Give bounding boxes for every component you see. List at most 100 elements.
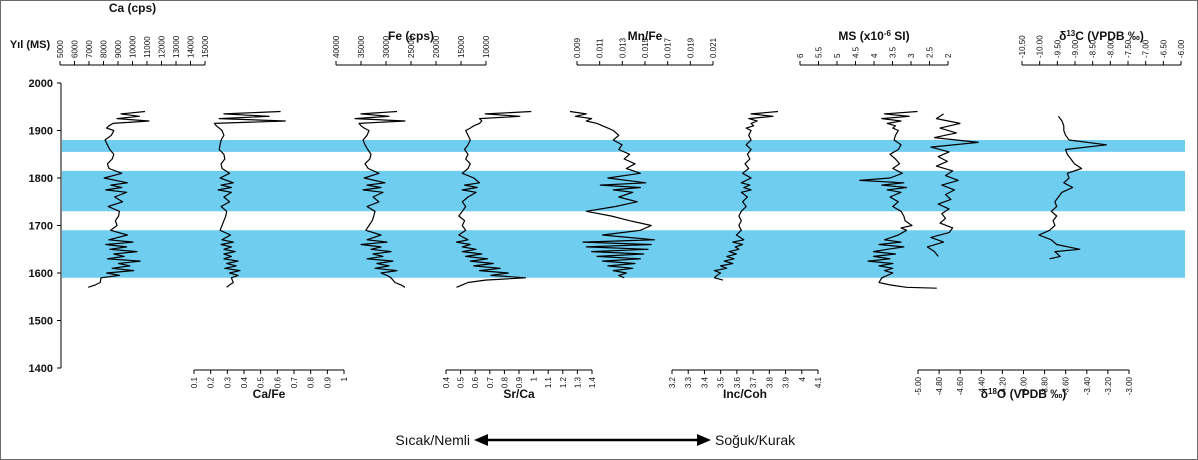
series-tick-label: 15000 (201, 35, 210, 58)
series-tick-label: 3.5 (889, 46, 898, 58)
series-tick-label: -9.00 (1071, 39, 1080, 58)
series-tick-label: 4 (798, 376, 807, 381)
series-tick-label: 35000 (357, 35, 366, 58)
series-tick-label: 6000 (71, 40, 80, 58)
series-tick-label: 3.4 (700, 376, 709, 388)
series-tick-label: 0.7 (290, 376, 299, 388)
series-title: MS (x10-6 SI) (838, 29, 909, 43)
series-tick-label: 13000 (172, 35, 181, 58)
series-tick-label: -9.50 (1053, 39, 1062, 58)
panel-8: -5.00 -4.80 -4.60 -4.40 -4.20 -4.00 -3.80 -3.60… (914, 113, 1134, 401)
series-tick-label: 4.1 (814, 376, 823, 388)
y-axis-label: Yıl (MS) (10, 39, 51, 51)
series-tick-label: 0.009 (573, 37, 582, 58)
series-tick-label: 1.2 (559, 376, 568, 388)
series-tick-label: 5 (833, 53, 842, 58)
series-tick-label: -6.00 (1177, 39, 1186, 58)
series-tick-label: 0.6 (471, 376, 480, 388)
series-tick-label: -4.20 (998, 376, 1007, 395)
series-tick-label: 0.013 (618, 37, 627, 58)
series-tick-label: 0.019 (686, 37, 695, 58)
series-tick-label: 3.2 (668, 376, 677, 388)
panel-9: -10.50 -10.00 -9.50 -9.00 -8.50 -8.00 -7.50 -7.… (1018, 29, 1186, 260)
y-tick-label-2000: 2000 (29, 78, 53, 90)
series-tick-label: 0.017 (664, 37, 673, 58)
series-tick-label: 0.021 (709, 37, 718, 58)
y-tick-label-1800: 1800 (29, 173, 53, 185)
series-tick-label: -4.60 (956, 376, 965, 395)
series-tick-label: -3.20 (1104, 376, 1113, 395)
series-trace (926, 113, 979, 257)
series-trace (213, 110, 286, 288)
y-tick-label-1700: 1700 (29, 221, 53, 233)
series-tick-label: 0.015 (641, 37, 650, 58)
panel-7: 6 5.5 5 4.5 4 3.5 3 2.5 2 MS (x10-6 SI) (796, 29, 953, 289)
y-tick-label-1400: 1400 (29, 363, 53, 375)
series-tick-label: 1.1 (544, 376, 553, 388)
series-trace (713, 110, 779, 281)
panel-6: 3.2 3.3 3.4 3.5 3.6 3.7 3.8 3.9 4 4.1 Inc/Coh (668, 110, 823, 401)
series-tick-label: 7000 (85, 40, 94, 58)
y-tick-label-1600: 1600 (29, 268, 53, 280)
series-tick-label: 3.7 (749, 376, 758, 388)
series-tick-label: -7.00 (1142, 39, 1151, 58)
series-tick-label: 1 (340, 376, 349, 381)
series-trace (455, 110, 532, 288)
series-tick-label: 25000 (407, 35, 416, 58)
arrow-right-head (697, 434, 711, 446)
series-tick-label: -3.60 (1062, 376, 1071, 395)
series-tick-label: -10.50 (1018, 35, 1027, 58)
series-tick-label: 4 (870, 53, 879, 58)
series-trace (1038, 115, 1108, 260)
series-trace (354, 110, 406, 288)
series-tick-label: 14000 (187, 35, 196, 58)
y-tick-label-1900: 1900 (29, 126, 53, 138)
series-tick-label: 0.5 (257, 376, 266, 388)
series-trace (569, 110, 656, 279)
series-title: Inc/Coh (723, 387, 767, 401)
series-tick-label: 8000 (100, 40, 109, 58)
series-title: Ca/Fe (253, 387, 286, 401)
series-tick-label: 0.8 (307, 376, 316, 388)
panel-2: 0.1 0.2 0.3 0.4 0.5 0.6 0.7 0.8 0.9 1 Ca/Fe (190, 110, 349, 401)
series-title: δ13C (VPDB ‰) (1059, 29, 1144, 43)
series-tick-label: 5000 (56, 40, 65, 58)
direction-label-left: Sıcak/Nemli (395, 432, 470, 448)
series-tick-label: 3.3 (684, 376, 693, 388)
panel-5: 0.009 0.011 0.013 0.015 0.017 0.019 0.021 Mn/Fe (569, 29, 718, 279)
series-tick-label: 6 (796, 53, 805, 58)
series-tick-label: -7.50 (1124, 39, 1133, 58)
series-tick-label: 2 (944, 53, 953, 58)
series-tick-label: -3.80 (1041, 376, 1050, 395)
series-tick-label: 1.4 (588, 376, 597, 388)
series-tick-label: 10000 (482, 35, 491, 58)
series-tick-label: 0.4 (240, 376, 249, 388)
y-tick-label-1500: 1500 (29, 316, 53, 328)
series-tick-label: 20000 (432, 35, 441, 58)
series-tick-label: 15000 (457, 35, 466, 58)
series-tick-label: 4.5 (852, 46, 861, 58)
series-tick-label: 0.3 (223, 376, 232, 388)
shaded-band-1 (62, 140, 1185, 152)
direction-indicator: Sıcak/Nemli Soğuk/Kurak (395, 432, 796, 448)
series-tick-label: 0.1 (190, 376, 199, 388)
series-tick-label: -10.00 (1036, 35, 1045, 58)
series-tick-label: 0.9 (515, 376, 524, 388)
series-tick-label: -4.80 (935, 376, 944, 395)
series-tick-label: 3.6 (733, 376, 742, 388)
series-tick-label: 30000 (382, 35, 391, 58)
series-title: Sr/Ca (503, 387, 535, 401)
panel-1: 5000 6000 7000 8000 9000 10000 11000 12000 13000… (56, 1, 210, 288)
panel-4: 0.4 0.5 0.6 0.7 0.8 0.9 1 1.1 1.2 1.3 1.4 Sr/Ca (442, 110, 597, 401)
series-tick-label: 40000 (332, 35, 341, 58)
direction-label-right: Soğuk/Kurak (715, 432, 796, 448)
series-title: Mn/Fe (628, 29, 663, 43)
series-tick-label: 3.8 (765, 376, 774, 388)
series-title: Ca (cps) (109, 1, 156, 15)
series-title: δ18O (VPDB ‰) (981, 387, 1067, 401)
arrow-left-head (474, 434, 488, 446)
series-tick-label: 0.011 (596, 38, 605, 58)
series-title: Fe (cps) (388, 29, 434, 43)
series-trace (88, 110, 150, 288)
